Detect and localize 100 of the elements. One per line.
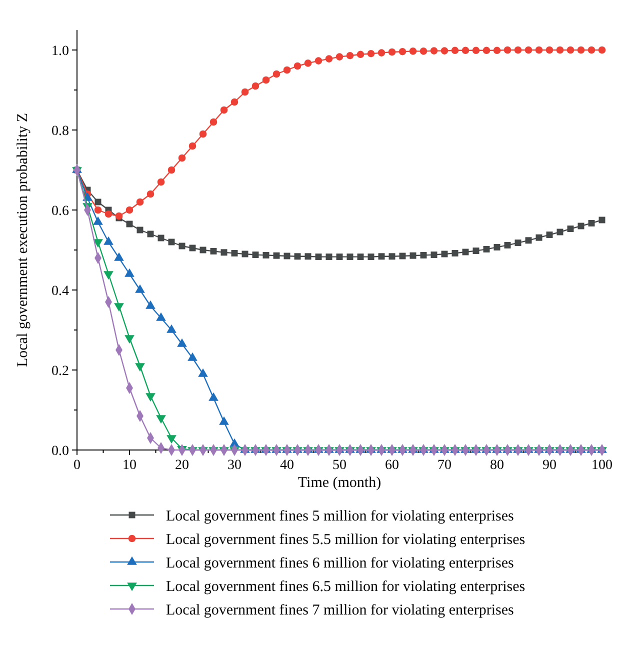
legend-label: Local government fines 5 million for violating enterprises bbox=[166, 508, 514, 524]
point bbox=[336, 254, 343, 260]
legend-label: Local government fines 5.5 million for violating enterprises bbox=[166, 532, 526, 548]
point bbox=[440, 47, 448, 54]
point bbox=[357, 254, 364, 260]
point bbox=[273, 252, 280, 259]
point bbox=[178, 154, 186, 162]
point bbox=[524, 46, 532, 54]
point bbox=[156, 415, 166, 424]
point bbox=[294, 62, 302, 70]
point bbox=[168, 166, 176, 174]
point bbox=[420, 252, 427, 258]
point bbox=[482, 46, 490, 54]
point bbox=[398, 48, 406, 56]
y-tick-label: 0.8 bbox=[52, 124, 69, 139]
y-tick-label: 1.0 bbox=[52, 44, 69, 59]
point bbox=[325, 55, 333, 62]
point bbox=[346, 52, 354, 60]
point bbox=[94, 206, 102, 214]
point bbox=[430, 47, 438, 54]
x-tick-label: 100 bbox=[592, 458, 612, 473]
point bbox=[451, 46, 459, 54]
point bbox=[294, 253, 301, 260]
point bbox=[546, 232, 553, 238]
point bbox=[388, 48, 396, 56]
point bbox=[220, 106, 228, 114]
point bbox=[514, 240, 522, 246]
point bbox=[304, 253, 312, 260]
point bbox=[336, 53, 344, 60]
point bbox=[315, 254, 322, 260]
point bbox=[146, 393, 156, 402]
x-tick-label: 30 bbox=[228, 458, 242, 473]
y-axis-title: Local government execution probability Z bbox=[15, 112, 31, 368]
point bbox=[472, 46, 480, 54]
x-tick-label: 90 bbox=[542, 458, 556, 473]
point bbox=[252, 82, 260, 90]
point bbox=[136, 198, 144, 206]
point bbox=[157, 178, 165, 186]
point bbox=[367, 50, 375, 58]
point bbox=[567, 226, 574, 232]
point bbox=[546, 46, 554, 54]
legend-label: Local government fines 6.5 million for violating enterprises bbox=[166, 578, 526, 595]
point bbox=[525, 237, 532, 244]
point bbox=[304, 60, 312, 67]
point bbox=[146, 190, 154, 198]
point bbox=[314, 57, 322, 64]
x-tick-label: 50 bbox=[332, 458, 346, 473]
x-tick-label: 20 bbox=[175, 458, 189, 473]
point bbox=[430, 252, 438, 258]
point bbox=[598, 46, 606, 54]
x-axis-title: Time (month) bbox=[298, 475, 382, 491]
point bbox=[410, 252, 416, 259]
point bbox=[166, 435, 176, 444]
point bbox=[483, 246, 490, 252]
point bbox=[210, 118, 218, 126]
point bbox=[283, 66, 291, 74]
point bbox=[231, 250, 238, 256]
point bbox=[124, 335, 134, 344]
point bbox=[115, 212, 123, 220]
legend-label: Local government fines 6 million for violating enterprises bbox=[166, 555, 514, 572]
point bbox=[272, 70, 280, 78]
point bbox=[535, 46, 543, 54]
point bbox=[210, 248, 217, 254]
point bbox=[493, 46, 501, 54]
point bbox=[188, 142, 196, 150]
point bbox=[388, 253, 396, 260]
point bbox=[230, 98, 238, 106]
point bbox=[556, 46, 564, 54]
point bbox=[536, 234, 542, 241]
point bbox=[326, 254, 332, 260]
point bbox=[114, 303, 124, 312]
point bbox=[368, 254, 374, 260]
point bbox=[220, 249, 228, 256]
point bbox=[93, 239, 103, 248]
point bbox=[104, 271, 114, 280]
point bbox=[356, 50, 364, 58]
y-tick-label: 0.2 bbox=[52, 364, 69, 379]
point bbox=[514, 46, 522, 54]
x-tick-label: 0 bbox=[74, 458, 80, 473]
point bbox=[588, 46, 596, 54]
x-tick-label: 70 bbox=[438, 458, 452, 473]
point bbox=[588, 220, 595, 226]
point bbox=[199, 130, 207, 138]
point bbox=[262, 252, 270, 258]
legend-label: Local government fines 7 million for violating enterprises bbox=[166, 602, 514, 618]
point bbox=[262, 76, 270, 84]
point bbox=[126, 206, 134, 214]
point bbox=[452, 250, 458, 256]
x-tick-label: 60 bbox=[385, 458, 399, 473]
point bbox=[346, 254, 354, 260]
y-tick-label: 0.0 bbox=[52, 444, 69, 459]
point bbox=[409, 48, 417, 55]
point bbox=[252, 252, 259, 258]
point bbox=[135, 363, 145, 372]
point bbox=[462, 46, 470, 54]
x-tick-label: 80 bbox=[490, 458, 504, 473]
point bbox=[378, 49, 386, 56]
point bbox=[504, 46, 512, 54]
point bbox=[494, 244, 500, 250]
x-tick-label: 10 bbox=[122, 458, 136, 473]
